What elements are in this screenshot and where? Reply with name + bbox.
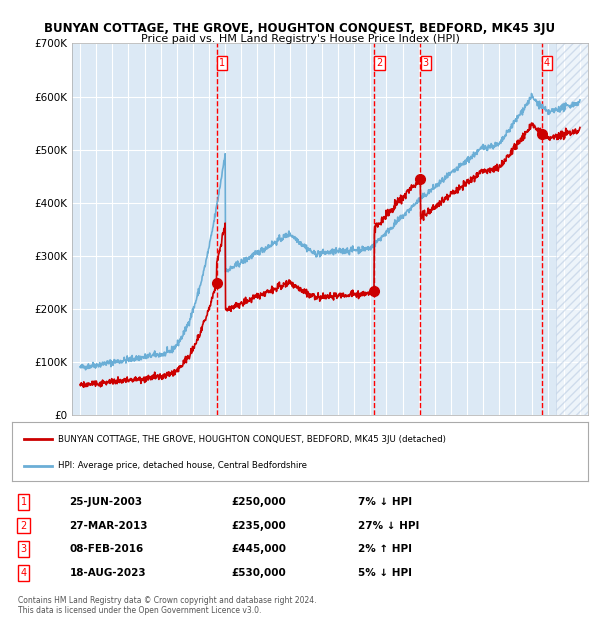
Text: 4: 4 [20,567,26,578]
Text: 27-MAR-2013: 27-MAR-2013 [70,521,148,531]
Text: 7% ↓ HPI: 7% ↓ HPI [358,497,412,507]
Text: HPI: Average price, detached house, Central Bedfordshire: HPI: Average price, detached house, Cent… [58,461,307,471]
Text: 3: 3 [423,58,429,68]
Bar [556,43,588,415]
Text: Price paid vs. HM Land Registry's House Price Index (HPI): Price paid vs. HM Land Registry's House … [140,34,460,44]
Text: 25-JUN-2003: 25-JUN-2003 [70,497,143,507]
Text: 3: 3 [20,544,26,554]
Text: BUNYAN COTTAGE, THE GROVE, HOUGHTON CONQUEST, BEDFORD, MK45 3JU: BUNYAN COTTAGE, THE GROVE, HOUGHTON CONQ… [44,22,556,35]
Text: 1: 1 [219,58,226,68]
Text: 1: 1 [20,497,26,507]
Text: £445,000: £445,000 [231,544,286,554]
Text: Contains HM Land Registry data © Crown copyright and database right 2024.: Contains HM Land Registry data © Crown c… [18,596,317,606]
Text: 27% ↓ HPI: 27% ↓ HPI [358,521,419,531]
Text: BUNYAN COTTAGE, THE GROVE, HOUGHTON CONQUEST, BEDFORD, MK45 3JU (detached): BUNYAN COTTAGE, THE GROVE, HOUGHTON CONQ… [58,435,446,444]
Text: 5% ↓ HPI: 5% ↓ HPI [358,567,412,578]
Text: 2: 2 [376,58,383,68]
Text: 4: 4 [544,58,550,68]
Text: £530,000: £530,000 [231,567,286,578]
Text: £250,000: £250,000 [231,497,286,507]
Text: 2: 2 [20,521,26,531]
Text: 08-FEB-2016: 08-FEB-2016 [70,544,144,554]
Text: This data is licensed under the Open Government Licence v3.0.: This data is licensed under the Open Gov… [18,606,262,616]
Text: 18-AUG-2023: 18-AUG-2023 [70,567,146,578]
Text: 2% ↑ HPI: 2% ↑ HPI [358,544,412,554]
Text: £235,000: £235,000 [231,521,286,531]
